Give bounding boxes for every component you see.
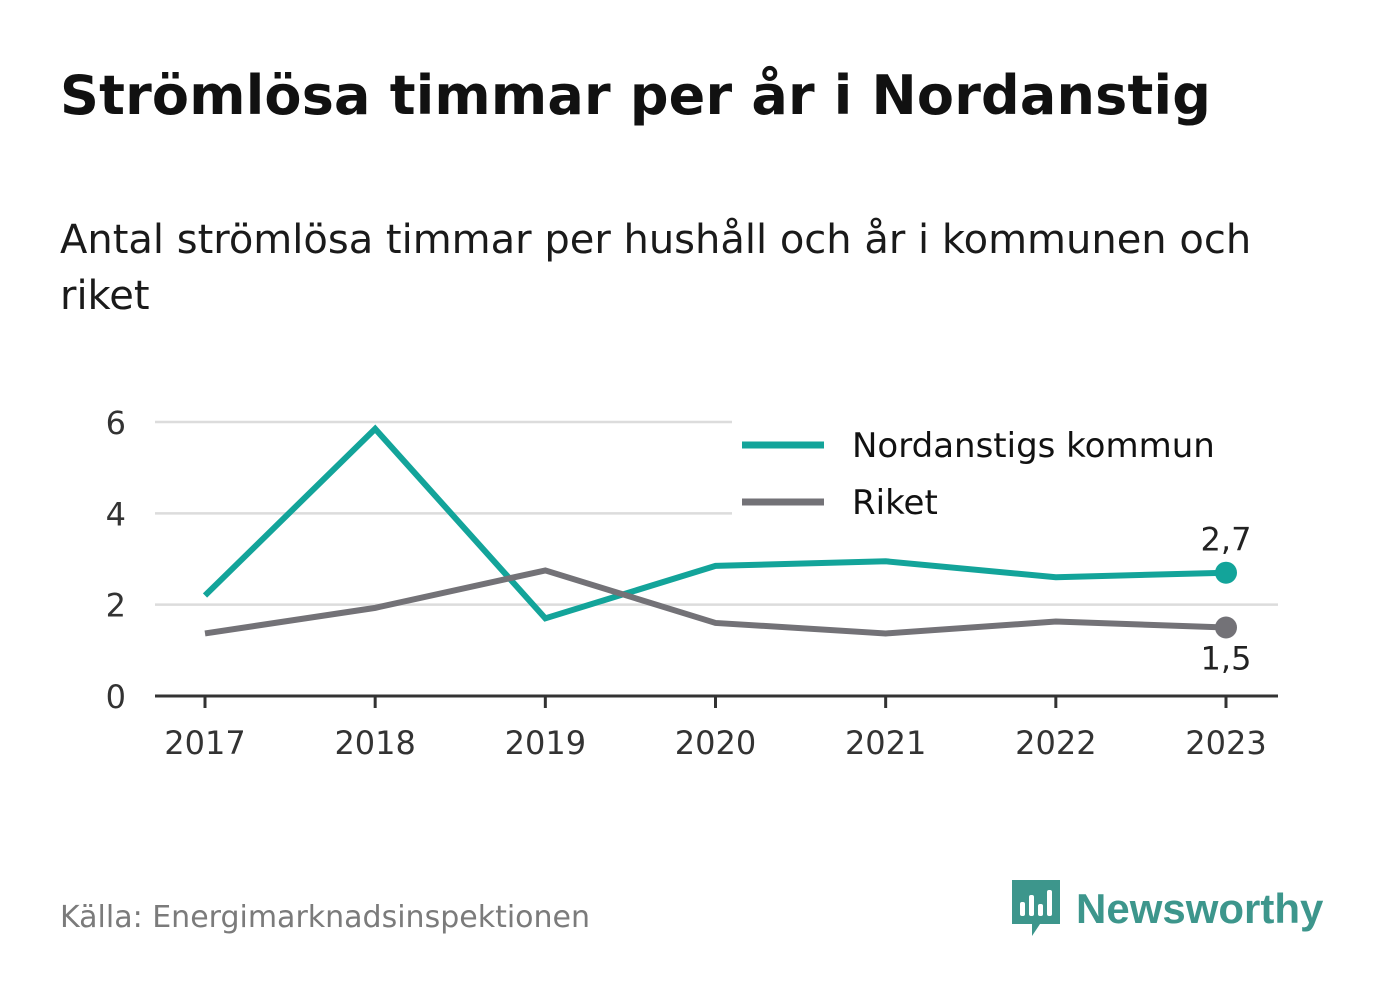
end-value-label: 2,7: [1201, 521, 1252, 559]
series-line-0: [202, 424, 1227, 622]
series-line-1: [204, 567, 1227, 637]
x-tick-label: 2019: [505, 724, 586, 762]
x-tick-label: 2017: [164, 724, 245, 762]
x-tick-label: 2023: [1185, 724, 1266, 762]
end-value-label: 1,5: [1201, 640, 1252, 678]
x-tick-label: 2021: [845, 724, 926, 762]
newsworthy-logo-icon: [1012, 880, 1060, 936]
data-point: [1215, 561, 1237, 584]
legend-label: Nordanstigs kommun: [852, 426, 1215, 466]
y-tick-label: 4: [106, 495, 126, 533]
data-point: [1215, 616, 1237, 639]
chart-title: Strömlösa timmar per år i Nordanstig: [60, 64, 1212, 127]
legend-label: Riket: [852, 483, 938, 523]
y-tick-label: 2: [106, 587, 126, 625]
y-tick-label: 0: [106, 678, 126, 716]
y-tick-label: 6: [106, 404, 126, 442]
source-note: Källa: Energimarknadsinspektionen: [60, 900, 591, 935]
x-tick-label: 2020: [675, 724, 756, 762]
chart-subtitle: Antal strömlösa timmar per hushåll och å…: [60, 217, 1252, 319]
brand-logo: Newsworthy: [1010, 878, 1323, 940]
brand-name: Newsworthy: [1076, 885, 1324, 932]
x-tick-label: 2018: [334, 724, 415, 762]
x-tick-label: 2022: [1015, 724, 1096, 762]
